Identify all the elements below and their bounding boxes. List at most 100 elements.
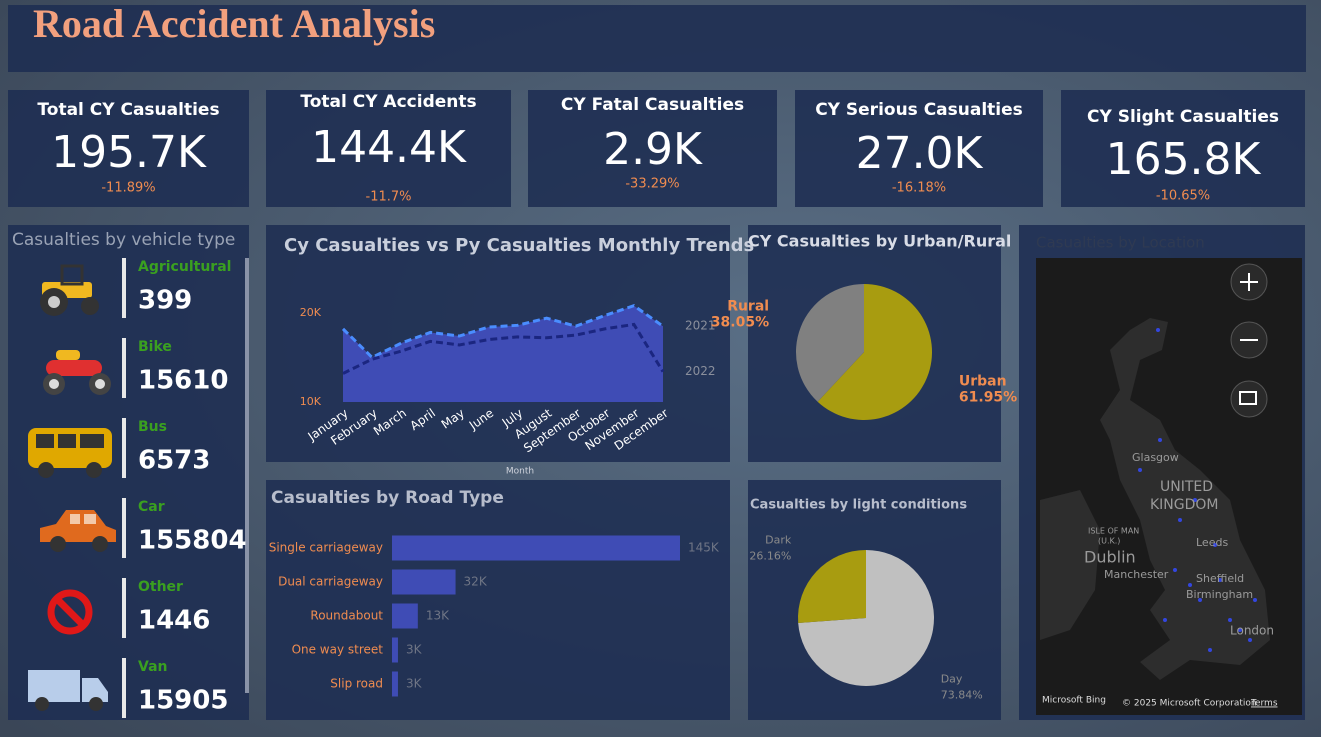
vehicle-name: Van (138, 659, 167, 675)
kpi-value: 165.8K (1106, 134, 1262, 185)
line (342, 322, 665, 375)
kpi-label: Total CY Accidents (300, 92, 476, 112)
bar (392, 671, 398, 697)
kpi-change: -11.89% (101, 181, 155, 196)
map (1036, 258, 1302, 715)
pie-value-label: 26.16% (749, 550, 791, 563)
great-britain-shape (1100, 318, 1270, 680)
pie-slice (817, 284, 932, 420)
separator (122, 658, 126, 718)
map-place-label: Dublin (1084, 548, 1136, 567)
vehicle-value: 15905 (138, 686, 228, 716)
map-place-label: Birmingham (1186, 588, 1253, 601)
bar (392, 603, 418, 629)
separator (122, 578, 126, 638)
pie-label: Day (941, 672, 963, 685)
zoom-in[interactable] (1230, 263, 1268, 301)
y-tick-label: 20K (300, 306, 322, 319)
separator (122, 258, 126, 318)
van-icon (28, 670, 108, 711)
car-icon (40, 510, 116, 552)
map-place-label: Manchester (1104, 568, 1169, 581)
pie-value-label: 61.95% (959, 389, 1017, 405)
vehicle-name: Bus (138, 419, 167, 435)
vehicle-name: Other (138, 579, 183, 595)
value-label: 3K (406, 677, 423, 691)
no-sign-icon (47, 589, 93, 635)
separator (122, 418, 126, 478)
pie-slice (798, 550, 935, 686)
kpi-label: CY Serious Casualties (815, 100, 1023, 120)
vehicle-value: 15610 (138, 366, 228, 396)
vehicle-name: Agricultural (138, 259, 231, 275)
kpi-card (1061, 90, 1305, 207)
zoom-out[interactable] (1230, 321, 1268, 359)
value-label: 3K (406, 643, 423, 657)
bar (392, 637, 398, 663)
map-place-label: KINGDOM (1150, 497, 1219, 513)
area (343, 305, 663, 402)
map-title: Casualties by Location (1036, 234, 1205, 252)
kpi-label: CY Slight Casualties (1087, 107, 1279, 127)
pie-label: Dark (765, 534, 792, 547)
pie-label: Urban (959, 373, 1007, 389)
map-copyright: © 2025 Microsoft Corporation (1122, 699, 1257, 709)
map-place-label: UNITED (1160, 479, 1213, 495)
chart-title: CY Casualties by Urban/Rural (748, 232, 1011, 251)
vehicle-icons (28, 264, 116, 711)
x-axis-title: Month (506, 467, 534, 477)
scrollbar (245, 258, 249, 693)
kpi-card (266, 90, 511, 207)
kpi-card (795, 90, 1043, 207)
kpi-label: Total CY Casualties (37, 100, 219, 120)
series-label: 2021 (685, 319, 716, 333)
map-place-label: Sheffield (1196, 572, 1244, 585)
separator (122, 498, 126, 558)
kpi-value: 27.0K (856, 128, 984, 179)
map-place-label: Leeds (1196, 536, 1228, 549)
map-place-label: ISLE OF MAN (1088, 527, 1139, 536)
kpi-value: 2.9K (603, 124, 703, 175)
kpi-change: -16.18% (892, 181, 946, 196)
bus-icon (28, 428, 112, 478)
pie-slice (798, 550, 866, 623)
y-tick-label: Single carriageway (269, 541, 383, 555)
vehicle-value: 399 (138, 286, 192, 316)
kpi-label: CY Fatal Casualties (561, 95, 744, 115)
y-tick-label: One way street (292, 643, 384, 657)
kpi-change: -33.29% (625, 177, 679, 192)
pie-label: Rural (727, 299, 769, 315)
map-dots (1138, 328, 1257, 652)
map-brand: Microsoft Bing (1042, 696, 1106, 706)
kpi-card (8, 90, 249, 207)
kpi-change: -10.65% (1156, 189, 1210, 204)
select-area[interactable] (1230, 380, 1268, 418)
bar (392, 535, 680, 561)
ireland-shape (1040, 490, 1100, 640)
bar (392, 569, 456, 595)
kpi-change: -11.7% (366, 190, 412, 205)
value-label: 145K (688, 541, 720, 555)
tractor-icon (40, 264, 99, 316)
chart-title: Casualties by Road Type (271, 488, 504, 508)
vehicle-name: Car (138, 499, 165, 515)
series-label: 2022 (685, 364, 716, 378)
chart-title: Cy Casualties vs Py Casualties Monthly T… (284, 235, 754, 256)
header-panel (8, 5, 1306, 72)
bike-icon (43, 350, 111, 395)
road-panel (266, 480, 730, 720)
page-title: Road Accident Analysis (33, 1, 435, 46)
map-terms[interactable]: Terms (1250, 699, 1278, 709)
y-tick-label: 10K (300, 395, 322, 408)
y-tick-label: Dual carriageway (278, 575, 383, 589)
vehicle-value: 6573 (138, 446, 210, 476)
kpi-value: 195.7K (51, 127, 207, 178)
y-tick-label: Roundabout (310, 609, 383, 623)
map-place-label: (U.K.) (1098, 537, 1120, 546)
value-label: 32K (464, 575, 488, 589)
vehicle-value: 1446 (138, 606, 210, 636)
map-place-label: Glasgow (1132, 451, 1179, 464)
pie-value-label: 73.84% (941, 688, 983, 701)
kpi-value: 144.4K (311, 122, 467, 173)
